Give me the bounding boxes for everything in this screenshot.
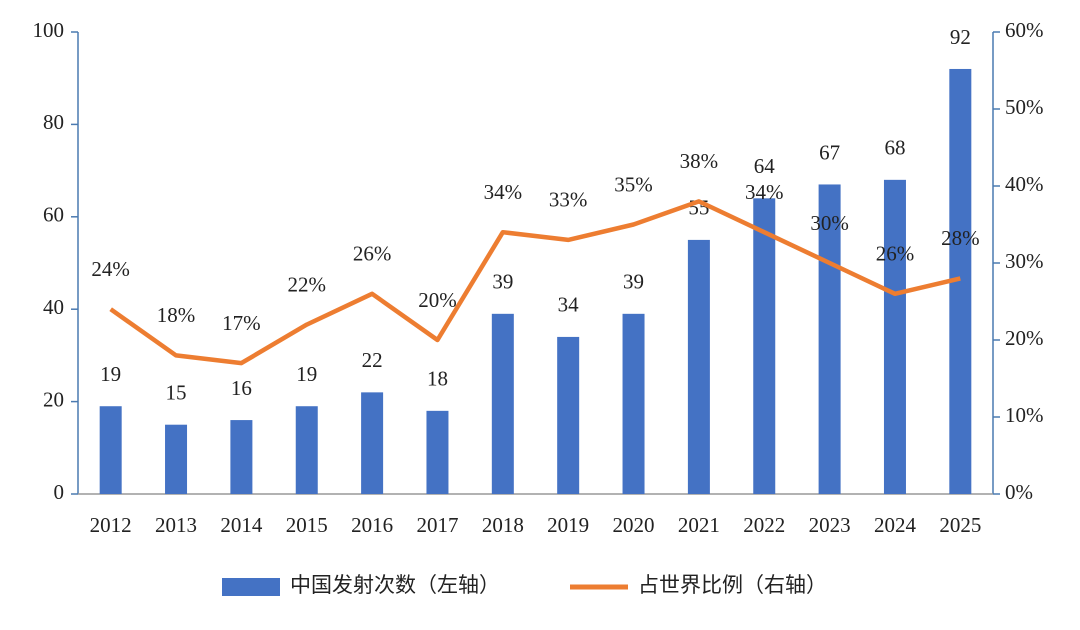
bar [622, 313, 645, 494]
bar [230, 420, 253, 494]
line-value-label: 26% [876, 242, 915, 266]
x-tick-label: 2022 [743, 513, 785, 537]
x-tick-label: 2019 [547, 513, 589, 537]
bar [295, 406, 318, 494]
line-value-label: 17% [222, 311, 261, 335]
y-tick-label: 80 [43, 110, 64, 134]
line-value-label: 22% [288, 272, 327, 296]
line-value-label: 33% [549, 188, 588, 212]
line-value-label: 38% [680, 149, 719, 173]
x-tick-label: 2018 [482, 513, 524, 537]
bar-value-label: 92 [950, 25, 971, 49]
x-tick-label: 2020 [613, 513, 655, 537]
bar-value-label: 16 [231, 376, 252, 400]
x-tick-label: 2016 [351, 513, 393, 537]
y2-tick-label: 20% [1005, 326, 1044, 350]
legend-label: 占世界比例（右轴） [638, 573, 827, 597]
bar-value-label: 39 [623, 270, 644, 294]
bar-value-label: 39 [492, 270, 513, 294]
bar [426, 410, 449, 494]
bar-value-label: 22 [362, 348, 383, 372]
bar-value-label: 18 [427, 367, 448, 391]
bar [687, 239, 710, 494]
legend-swatch [222, 578, 280, 596]
line-value-label: 26% [353, 242, 392, 266]
bar [165, 424, 188, 494]
line [109, 199, 961, 366]
bar-value-label: 15 [166, 381, 187, 405]
bar [949, 68, 972, 495]
bar [491, 313, 514, 494]
y-tick-label: 0 [54, 480, 65, 504]
x-tick-label: 2015 [286, 513, 328, 537]
bar [753, 198, 776, 494]
bar-value-label: 19 [296, 362, 317, 386]
bar [557, 336, 580, 494]
y2-tick-label: 10% [1005, 403, 1044, 427]
y2-tick-label: 60% [1005, 18, 1044, 42]
x-tick-label: 2024 [874, 513, 917, 537]
y-tick-label: 40 [43, 295, 64, 319]
x-tick-label: 2012 [90, 513, 132, 537]
x-tick-label: 2023 [809, 513, 851, 537]
y-tick-label: 100 [33, 18, 65, 42]
x-tick-label: 2013 [155, 513, 197, 537]
line-value-label: 28% [941, 226, 980, 250]
y2-tick-label: 50% [1005, 95, 1044, 119]
bar-value-label: 67 [819, 140, 840, 164]
legend-label: 中国发射次数（左轴） [290, 573, 500, 597]
x-tick-label: 2014 [220, 513, 263, 537]
y2-tick-label: 40% [1005, 172, 1044, 196]
line-value-label: 24% [91, 257, 130, 281]
line-value-label: 30% [810, 211, 849, 235]
x-tick-label: 2017 [416, 513, 458, 537]
bar-value-label: 68 [884, 136, 905, 160]
line-value-label: 20% [418, 288, 457, 312]
bar-value-label: 19 [100, 362, 121, 386]
y2-tick-label: 0% [1005, 480, 1033, 504]
y2-tick-label: 30% [1005, 249, 1044, 273]
line-value-label: 35% [614, 172, 653, 196]
line-value-label: 34% [484, 180, 523, 204]
bar [99, 406, 122, 494]
bar-value-label: 64 [754, 154, 776, 178]
bar [883, 179, 906, 494]
line-value-label: 34% [745, 180, 784, 204]
bar [361, 392, 384, 494]
y-tick-label: 60 [43, 203, 64, 227]
y-tick-label: 20 [43, 387, 64, 411]
x-tick-label: 2025 [939, 513, 981, 537]
line-value-label: 18% [157, 303, 196, 327]
x-tick-label: 2021 [678, 513, 720, 537]
bar-value-label: 34 [558, 293, 580, 317]
